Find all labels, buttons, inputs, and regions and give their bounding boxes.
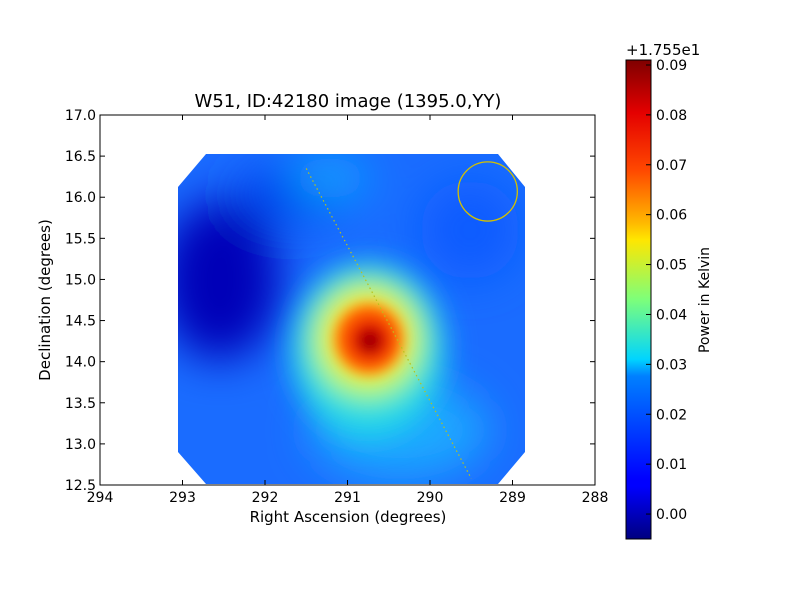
y-axis-label: Declination (degrees) bbox=[36, 219, 54, 381]
y-tick-label: 14.5 bbox=[65, 314, 96, 330]
colorbar-offset-label: +1.755e1 bbox=[626, 41, 700, 59]
x-tick-label: 293 bbox=[169, 490, 196, 506]
colorbar-tick-label: 0.00 bbox=[656, 507, 687, 523]
beam-circle bbox=[457, 161, 518, 222]
colorbar-tick-label: 0.09 bbox=[656, 58, 687, 74]
y-tick-label: 15.0 bbox=[65, 272, 96, 288]
x-tick-label: 291 bbox=[334, 490, 361, 506]
x-tick-label: 294 bbox=[87, 490, 114, 506]
scan-track bbox=[305, 168, 472, 479]
y-tick-label: 16.0 bbox=[65, 190, 96, 206]
y-tick-label: 15.5 bbox=[65, 231, 96, 247]
colorbar-axis: 0.00 0.01 0.02 0.03 0.04 0.05 0.06 0.07 0.08 0.09 bbox=[646, 58, 687, 523]
y-tick-label: 12.5 bbox=[65, 478, 96, 494]
x-axis: 294 293 292 291 290 289 288 bbox=[87, 115, 609, 506]
source-peak bbox=[360, 331, 380, 351]
cool-region-east bbox=[420, 180, 520, 280]
colorbar-tick-label: 0.06 bbox=[656, 208, 687, 224]
colorbar-tick-label: 0.07 bbox=[656, 158, 687, 174]
x-axis-label: Right Ascension (degrees) bbox=[250, 508, 447, 526]
colorbar-tick-label: 0.01 bbox=[656, 457, 687, 473]
colorbar-tick-label: 0.04 bbox=[656, 307, 687, 323]
y-axis: 12.5 13.0 13.5 14.0 14.5 15.0 15.5 16.0 16.5 17.0 bbox=[65, 108, 595, 494]
y-tick-label: 16.5 bbox=[65, 149, 96, 165]
x-tick-label: 290 bbox=[417, 490, 444, 506]
colorbar-label: Power in Kelvin bbox=[697, 247, 713, 353]
warm-tail-north bbox=[290, 156, 370, 200]
x-tick-label: 289 bbox=[499, 490, 526, 506]
colorbar-tick-label: 0.08 bbox=[656, 108, 687, 124]
colorbar bbox=[625, 59, 652, 540]
x-tick-label: 292 bbox=[252, 490, 279, 506]
colorbar-tick-label: 0.05 bbox=[656, 258, 687, 274]
y-tick-label: 17.0 bbox=[65, 108, 96, 124]
x-tick-label: 288 bbox=[582, 490, 609, 506]
y-tick-label: 13.5 bbox=[65, 396, 96, 412]
y-tick-label: 14.0 bbox=[65, 355, 96, 371]
chart-title: W51, ID:42180 image (1395.0,YY) bbox=[195, 91, 502, 112]
colorbar-tick-label: 0.03 bbox=[656, 357, 687, 373]
y-tick-label: 13.0 bbox=[65, 437, 96, 453]
heatmap-image bbox=[178, 154, 525, 484]
cold-region-west bbox=[178, 200, 280, 360]
colorbar-tick-label: 0.02 bbox=[656, 407, 687, 423]
